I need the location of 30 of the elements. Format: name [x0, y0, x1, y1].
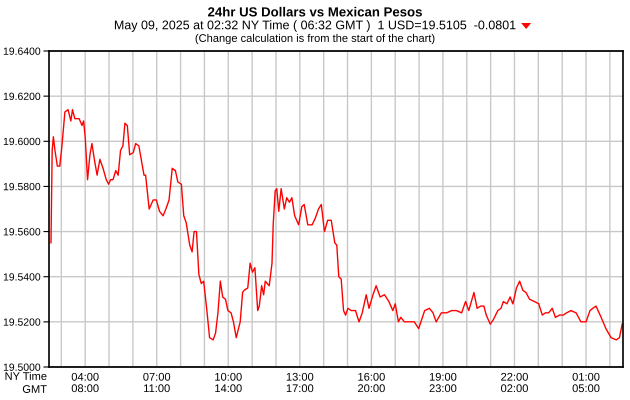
x-tick-label: 04:00: [72, 372, 99, 381]
x-tick-label: 19:00: [430, 372, 456, 381]
x-tick-label: 13:00: [286, 372, 314, 381]
chart-subtitle: May 09, 2025 at 02:32 NY Time ( 06:32 GMT ) 1 USD=19.5105 -0.0801: [114, 20, 516, 32]
y-tick-label: 19.5000: [4, 364, 40, 371]
x2-tick-label: 02:00: [501, 384, 528, 392]
x2-axis-title: GMT: [22, 385, 47, 393]
x-tick-label: 22:00: [501, 372, 528, 381]
x2-tick-label: 20:00: [358, 384, 385, 392]
y-tick-label: 19.5800: [4, 182, 40, 190]
y-tick-label: 19.5200: [4, 318, 40, 326]
x2-tick-label: 14:00: [215, 384, 242, 392]
line-series: [50, 108, 623, 341]
x-tick-label: 10:00: [215, 372, 242, 381]
x2-tick-label: 23:00: [430, 384, 456, 392]
x2-tick-label: 17:00: [286, 384, 314, 392]
x-tick-label: 16:00: [358, 372, 385, 381]
y-tick-label: 19.6200: [4, 92, 40, 100]
chart-title: 24hr US Dollars vs Mexican Pesos: [208, 6, 422, 17]
y-tick-label: 19.5600: [4, 228, 40, 236]
x-tick-label: 07:00: [143, 372, 170, 381]
x2-tick-label: 05:00: [572, 384, 600, 392]
x2-tick-label: 08:00: [72, 384, 99, 392]
x-axis-title: NY Time: [6, 372, 47, 380]
text: (Change calculation is from the start of the chart): [196, 34, 434, 44]
x2-tick-label: 11:00: [144, 384, 170, 392]
y-tick-label: 19.6000: [4, 138, 40, 146]
x-tick-label: 01:00: [572, 372, 600, 381]
y-tick-label: 19.5400: [4, 273, 40, 281]
y-tick-label: 19.6400: [4, 48, 40, 55]
